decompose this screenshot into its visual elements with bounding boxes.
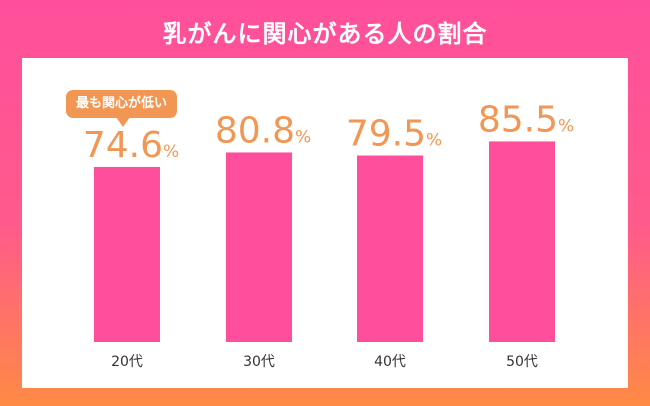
category-tick-label: 30代: [243, 354, 275, 370]
bar-value-unit: %: [558, 116, 574, 136]
bar-chart: 74.6% 20代 80.8% 30代 79.5% 40代 85.5% 50代: [83, 99, 574, 370]
bar-value-unit: %: [163, 142, 179, 162]
bar: [226, 152, 292, 342]
bar-value-number: 80.8: [215, 110, 295, 151]
bar-value-unit: %: [295, 127, 311, 147]
bar-value-number: 85.5: [478, 99, 558, 140]
bar-value-label: 85.5%: [478, 99, 574, 140]
bar-value-number: 74.6: [83, 125, 163, 166]
chart-panel: 74.6% 20代 80.8% 30代 79.5% 40代 85.5% 50代 最も関心が低い: [22, 58, 628, 388]
chart-title: 乳がんに関心がある人の割合: [162, 20, 488, 48]
bar-value-label: 74.6%: [83, 125, 179, 166]
bar-value-number: 79.5: [346, 113, 426, 154]
bar-value-label: 79.5%: [346, 113, 442, 154]
bar: [94, 166, 160, 342]
bar: [357, 155, 423, 342]
category-tick-label: 20代: [111, 354, 143, 370]
category-tick-label: 40代: [374, 354, 406, 370]
bar-value-unit: %: [426, 130, 442, 150]
bar: [489, 141, 555, 342]
lowest-interest-callout: 最も関心が低い: [66, 90, 178, 127]
bar-value-label: 80.8%: [215, 110, 311, 151]
category-tick-label: 50代: [506, 354, 538, 370]
